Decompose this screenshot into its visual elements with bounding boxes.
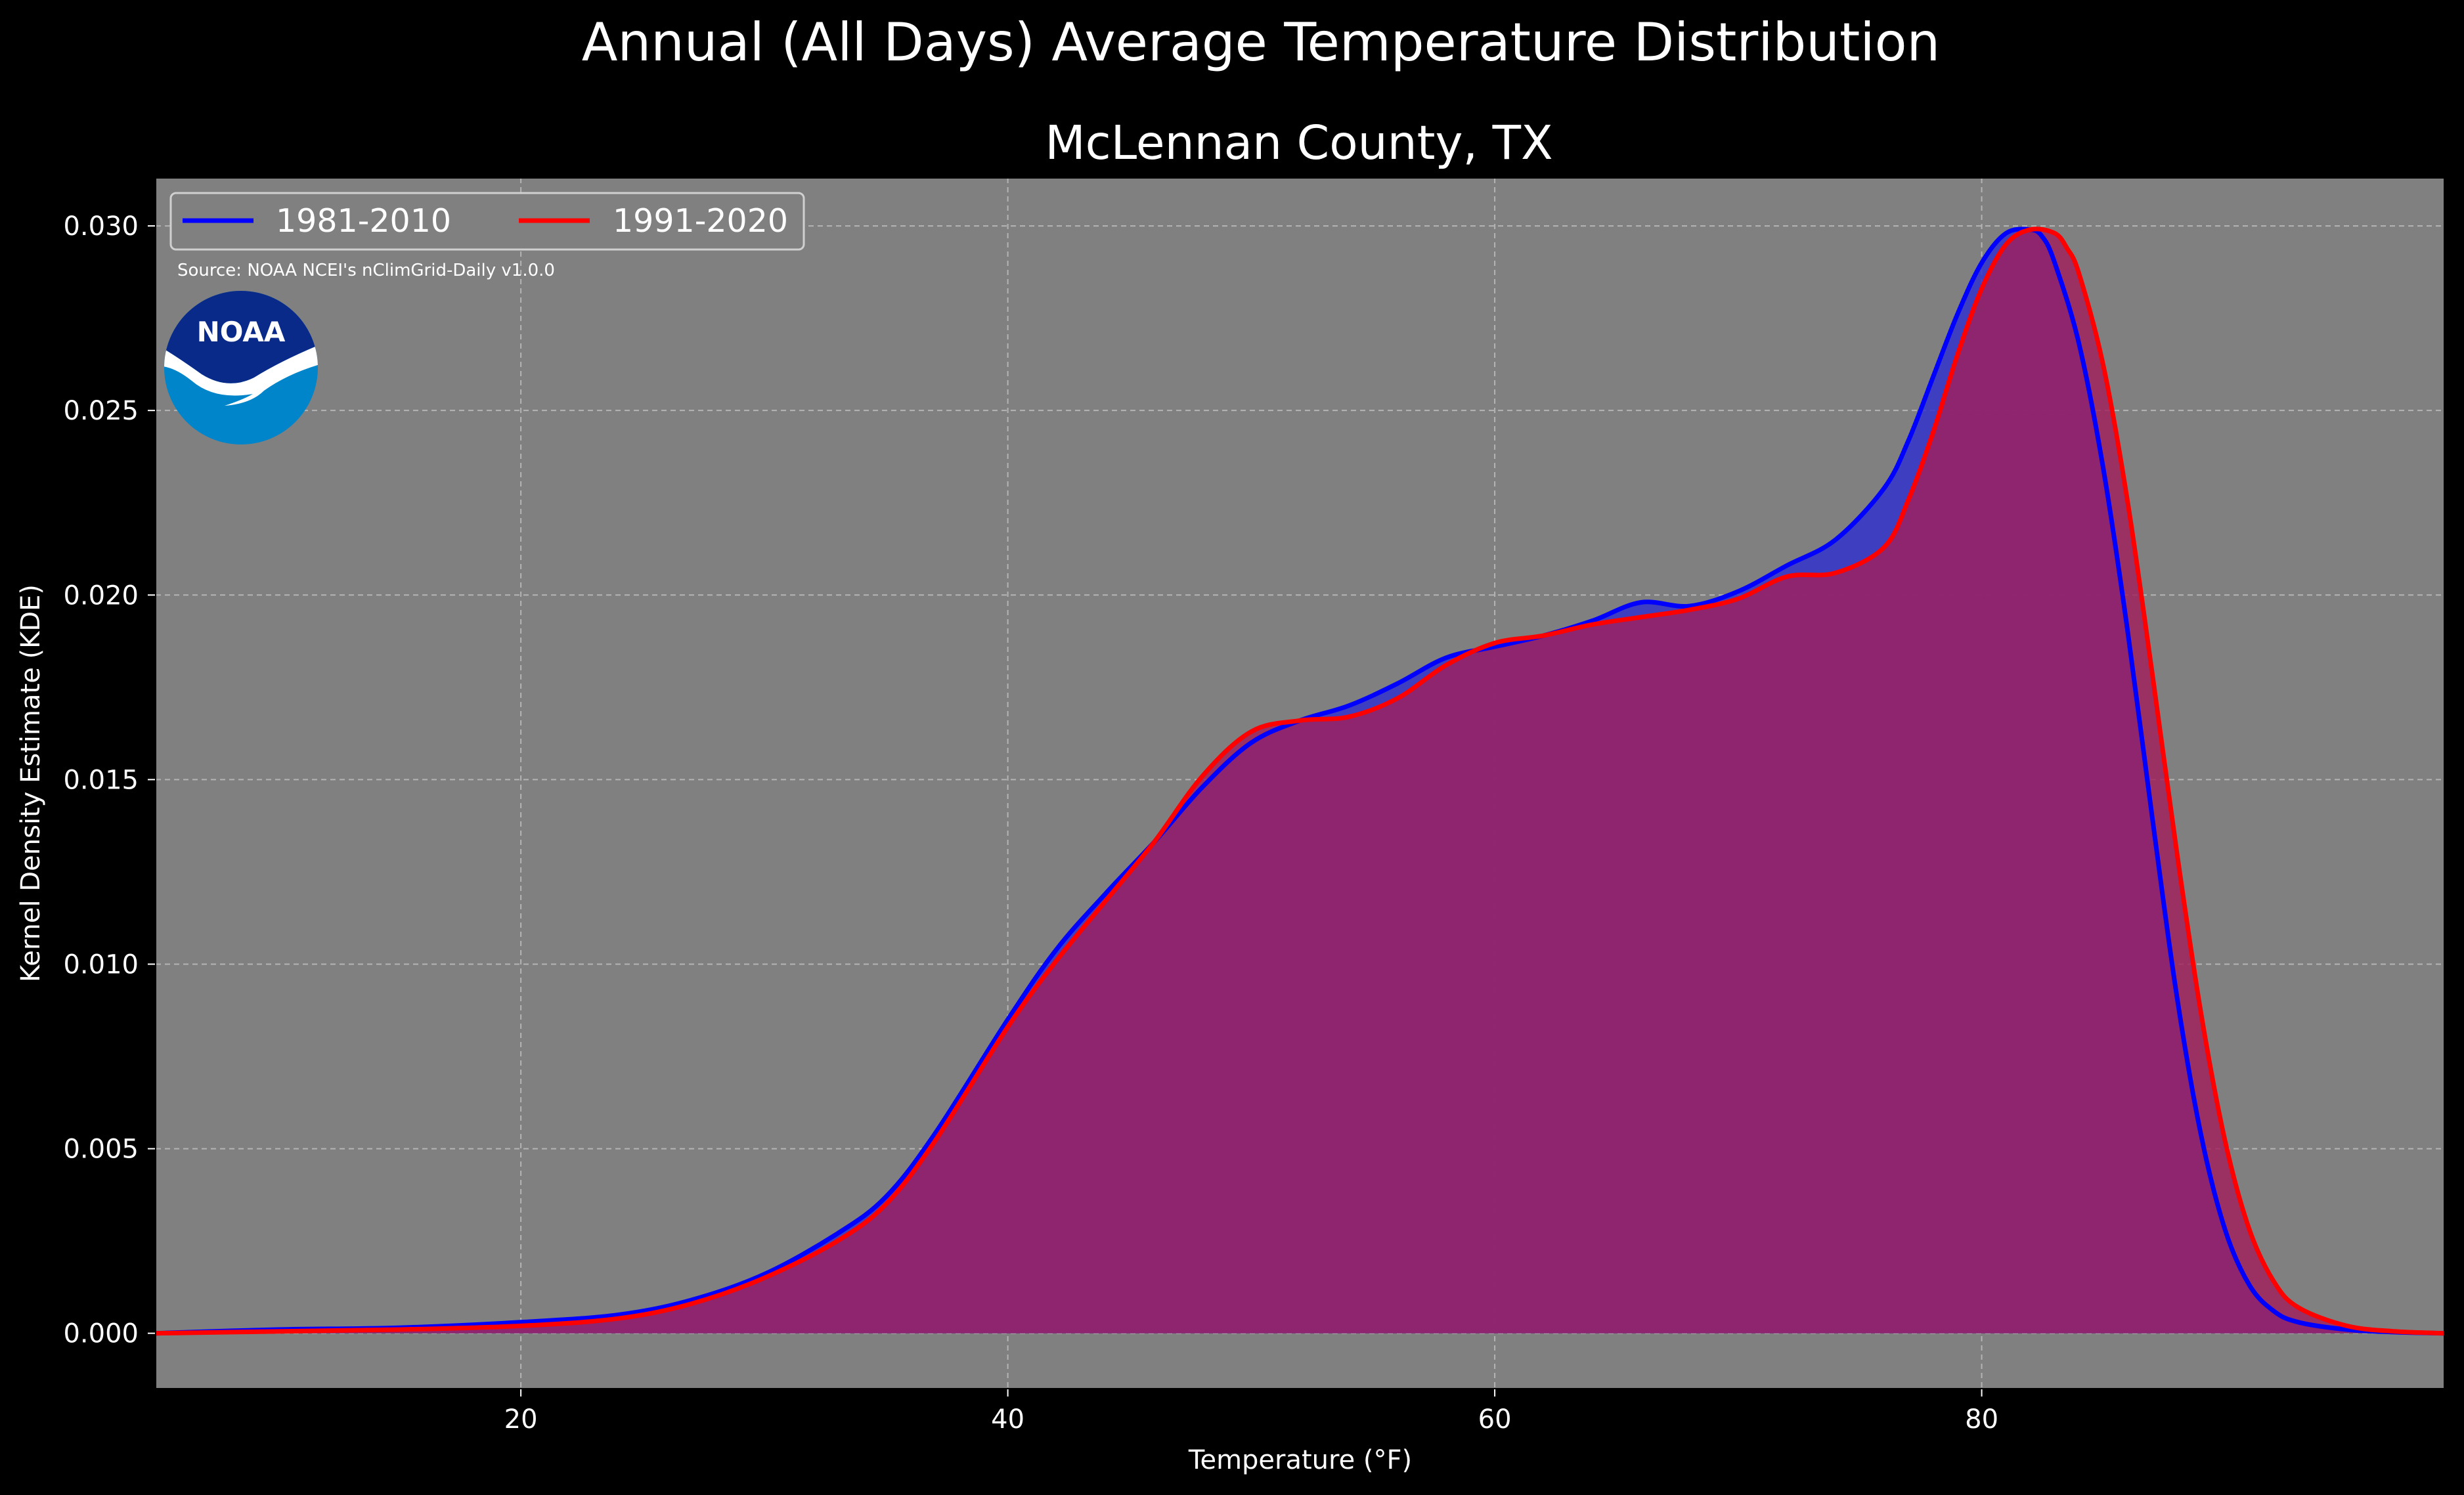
x-tick-label: 40 bbox=[991, 1404, 1024, 1435]
plot-border bbox=[155, 177, 2445, 1389]
axis-ticks: 20 40 60 80 0.000 0.005 0.010 0.015 0.020 0.025 0.… bbox=[63, 211, 1998, 1435]
y-tick-label: 0.030 bbox=[63, 211, 139, 242]
y-tick-label: 0.000 bbox=[63, 1319, 139, 1349]
y-tick-label: 0.025 bbox=[63, 396, 139, 426]
legend-label-1981-2010: 1981-2010 bbox=[276, 202, 451, 240]
legend-frame bbox=[169, 192, 805, 251]
density-line-1981-2010 bbox=[155, 227, 2445, 1336]
noaa-logo-icon: NOAA bbox=[164, 291, 318, 444]
y-tick-label: 0.005 bbox=[63, 1135, 139, 1165]
legend-label-1991-2020: 1991-2020 bbox=[613, 202, 788, 240]
density-fill-1991-2020 bbox=[156, 228, 2444, 1333]
density-lines bbox=[155, 227, 2445, 1336]
y-tick-label: 0.015 bbox=[63, 765, 139, 795]
y-tick-label: 0.010 bbox=[63, 949, 139, 980]
figure-suptitle: Annual (All Days) Average Temperature Di… bbox=[582, 12, 1940, 73]
noaa-logo-text: NOAA bbox=[197, 316, 286, 348]
x-axis-label: Temperature (°F) bbox=[1188, 1445, 1412, 1475]
x-tick-label: 20 bbox=[504, 1404, 538, 1435]
y-tick-label: 0.020 bbox=[63, 580, 139, 611]
x-tick-label: 60 bbox=[1478, 1404, 1512, 1435]
chart-title: McLennan County, TX bbox=[1045, 116, 1552, 170]
source-note: Source: NOAA NCEI's nClimGrid-Daily v1.0… bbox=[177, 261, 555, 280]
y-axis-label: Kernel Density Estimate (KDE) bbox=[16, 584, 46, 982]
density-line-1991-2020 bbox=[155, 227, 2445, 1336]
x-tick-label: 80 bbox=[1965, 1404, 1998, 1435]
legend: 1981-2010 1991-2020 bbox=[169, 192, 805, 251]
